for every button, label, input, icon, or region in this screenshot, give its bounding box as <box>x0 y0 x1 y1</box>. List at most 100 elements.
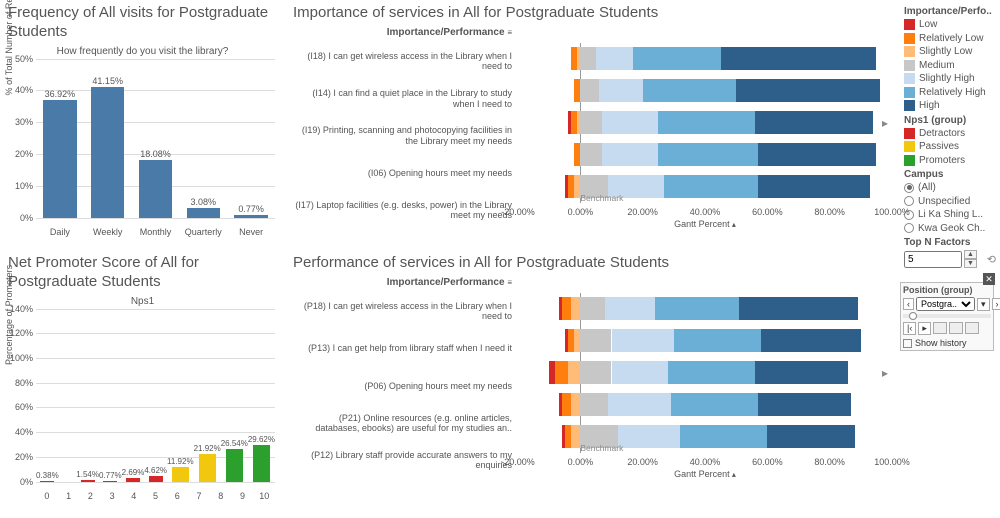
campus-option[interactable]: (All) <box>904 181 996 195</box>
gantt-segment[interactable] <box>568 361 580 384</box>
legend-item[interactable]: Slightly Low <box>904 45 996 59</box>
position-dropdown-button[interactable]: ▾ <box>977 298 990 311</box>
gantt-row-label[interactable]: (P13) I can get help from library staff … <box>293 330 518 367</box>
gantt-segment[interactable] <box>633 47 720 70</box>
gantt-segment[interactable] <box>568 175 574 198</box>
gantt-segment[interactable] <box>580 297 605 320</box>
gantt-row-label[interactable]: (I14) I can find a quiet place in the Li… <box>293 80 518 117</box>
nps-bar[interactable] <box>126 478 140 481</box>
gantt-segment[interactable] <box>602 143 658 166</box>
gantt-segment[interactable] <box>580 47 596 70</box>
gantt-segment[interactable] <box>612 361 668 384</box>
sort-icon[interactable]: ≡ <box>507 28 512 37</box>
nps-plot[interactable]: 0%20%40%60%80%100%120%140%0.38%1.54%0.77… <box>36 309 275 483</box>
gantt-segment[interactable] <box>571 47 577 70</box>
show-history-checkbox[interactable] <box>903 339 912 348</box>
gantt-segment[interactable] <box>571 393 580 416</box>
gantt-segment[interactable] <box>608 393 670 416</box>
nps-bar[interactable] <box>149 476 163 482</box>
nps-bar[interactable] <box>226 449 243 482</box>
gantt-segment[interactable] <box>602 111 658 134</box>
topn-refresh-icon[interactable]: ⟲ <box>987 253 996 266</box>
gantt-segment[interactable] <box>668 361 755 384</box>
gantt-row-label[interactable]: (P21) Online resources (e.g. online arti… <box>293 404 518 441</box>
gantt-segment[interactable] <box>721 47 877 70</box>
gantt-segment[interactable] <box>565 175 568 198</box>
gantt-row-label[interactable]: (I19) Printing, scanning and photocopyin… <box>293 117 518 154</box>
gantt-segment[interactable] <box>580 111 602 134</box>
legend-item[interactable]: Relatively High <box>904 86 996 100</box>
gantt-segment[interactable] <box>671 393 758 416</box>
legend-item[interactable]: High <box>904 99 996 113</box>
gantt-segment[interactable] <box>655 297 739 320</box>
gantt-segment[interactable] <box>571 425 580 448</box>
radio-icon[interactable] <box>904 196 914 206</box>
gantt-row-label[interactable]: (P12) Library staff provide accurate ans… <box>293 442 518 479</box>
gantt-segment[interactable] <box>562 393 571 416</box>
position-view-icon-3[interactable] <box>965 322 979 334</box>
gantt-segment[interactable] <box>599 79 643 102</box>
gantt-row-label[interactable]: (I18) I can get wireless access in the L… <box>293 43 518 80</box>
position-prev-button[interactable]: ‹ <box>903 298 914 310</box>
gantt-segment[interactable] <box>596 47 633 70</box>
nps-bar[interactable] <box>103 481 117 482</box>
nps-bar[interactable] <box>253 445 270 482</box>
legend-item[interactable]: Detractors <box>904 127 996 141</box>
topn-input[interactable] <box>904 251 962 268</box>
gantt-segment[interactable] <box>555 361 567 384</box>
legend-item[interactable]: Slightly High <box>904 72 996 86</box>
gantt-row-label[interactable]: (P18) I can get wireless access in the L… <box>293 293 518 330</box>
gantt-segment[interactable] <box>612 329 674 352</box>
gantt-segment[interactable] <box>568 111 571 134</box>
frequency-bar[interactable] <box>43 100 76 217</box>
gantt-segment[interactable] <box>571 297 580 320</box>
frequency-bar[interactable] <box>139 160 172 217</box>
legend-item[interactable]: Promoters <box>904 154 996 168</box>
gantt-segment[interactable] <box>767 425 854 448</box>
gantt-segment[interactable] <box>565 329 568 352</box>
gantt-segment[interactable] <box>559 393 562 416</box>
gantt-segment[interactable] <box>643 79 737 102</box>
gantt-segment[interactable] <box>562 297 571 320</box>
gantt-segment[interactable] <box>559 297 562 320</box>
importance-chart[interactable]: Importance/Performance ≡(I18) I can get … <box>293 27 892 229</box>
gantt-row-label[interactable]: (P06) Opening hours meet my needs <box>293 367 518 404</box>
gantt-segment[interactable] <box>758 143 876 166</box>
frequency-bar[interactable] <box>91 87 124 218</box>
performance-chart[interactable]: Importance/Performance ≡(P18) I can get … <box>293 277 892 479</box>
gantt-row-label[interactable]: (I06) Opening hours meet my needs <box>293 154 518 191</box>
campus-option[interactable]: Li Ka Shing L.. <box>904 208 996 222</box>
topn-down-button[interactable]: ▼ <box>964 259 977 268</box>
campus-option[interactable]: Kwa Geok Ch.. <box>904 222 996 236</box>
gantt-segment[interactable] <box>580 393 608 416</box>
gantt-segment[interactable] <box>580 361 611 384</box>
gantt-segment[interactable] <box>580 143 602 166</box>
campus-option[interactable]: Unspecified <box>904 195 996 209</box>
position-view-icon-2[interactable] <box>949 322 963 334</box>
gantt-segment[interactable] <box>568 329 574 352</box>
legend-item[interactable]: Medium <box>904 59 996 73</box>
frequency-bar[interactable] <box>234 215 267 217</box>
gantt-segment[interactable] <box>562 425 565 448</box>
frequency-bar[interactable] <box>187 208 220 218</box>
gantt-segment[interactable] <box>736 79 879 102</box>
gantt-segment[interactable] <box>658 111 755 134</box>
topn-up-button[interactable]: ▲ <box>964 250 977 259</box>
nps-bar[interactable] <box>172 467 188 482</box>
radio-icon[interactable] <box>904 183 914 193</box>
gantt-segment[interactable] <box>565 425 571 448</box>
position-group-panel[interactable]: ✕ Position (group) ‹ Postgra.. ▾ › |‹ ▸ … <box>900 282 994 351</box>
gantt-segment[interactable] <box>761 329 861 352</box>
gantt-segment[interactable] <box>618 425 680 448</box>
gantt-segment[interactable] <box>755 361 849 384</box>
sort-icon[interactable]: ≡ <box>507 278 512 287</box>
position-first-button[interactable]: |‹ <box>903 322 916 335</box>
gantt-segment[interactable] <box>758 393 852 416</box>
gantt-segment[interactable] <box>580 329 611 352</box>
gantt-segment[interactable] <box>755 111 873 134</box>
gantt-segment[interactable] <box>658 143 758 166</box>
frequency-plot[interactable]: 0%10%20%30%40%50%36.92%41.15%18.08%3.08%… <box>36 59 275 219</box>
position-next-button[interactable]: › <box>992 298 1000 310</box>
position-view-icon-1[interactable] <box>933 322 947 334</box>
gantt-row-label[interactable]: (I17) Laptop facilities (e.g. desks, pow… <box>293 192 518 229</box>
